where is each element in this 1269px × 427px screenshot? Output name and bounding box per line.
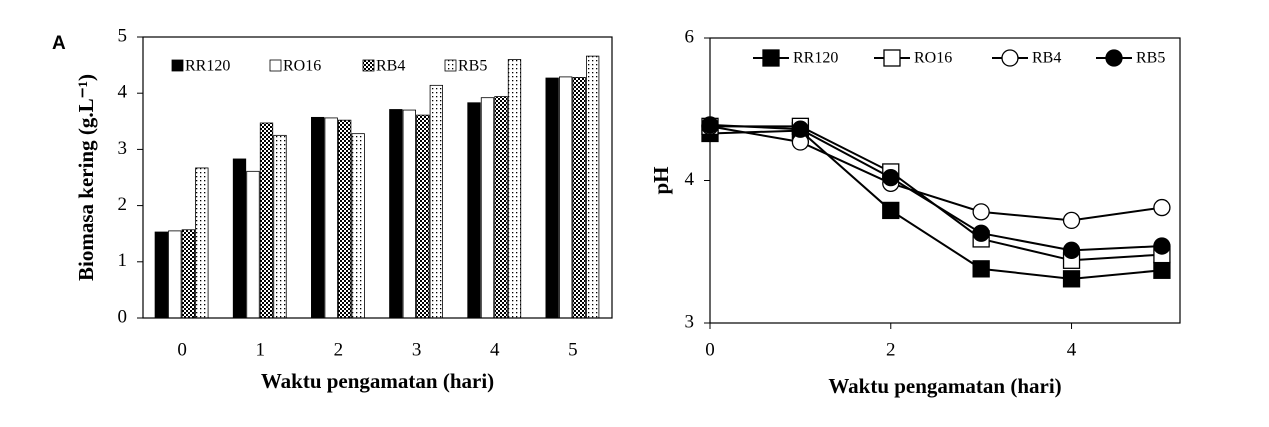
legend-label: RO16: [914, 50, 952, 67]
bar: [494, 96, 508, 319]
y-tick-label: 4: [118, 82, 128, 103]
bar: [195, 167, 209, 319]
y-axis-label: pH: [649, 166, 673, 194]
bar: [480, 97, 495, 319]
marker: [972, 260, 990, 278]
y-tick-label: 2: [118, 194, 128, 215]
legend-marker: [762, 49, 780, 67]
legend-label: RR120: [185, 58, 230, 75]
bar: [154, 231, 168, 319]
marker: [882, 168, 900, 187]
bar: [545, 77, 559, 319]
series-line: [709, 123, 1162, 252]
y-tick-label: 0: [118, 306, 128, 327]
x-tick-label: 4: [490, 339, 500, 360]
bar: [273, 134, 287, 319]
marker: [1062, 241, 1081, 259]
x-axis-label: Waktu pengamatan (hari): [828, 374, 1061, 398]
x-tick-label: 2: [334, 339, 344, 360]
x-tick-label: 1: [256, 339, 266, 360]
marker: [1062, 211, 1081, 230]
legend-swatch: [444, 59, 457, 72]
legend-swatch: [269, 59, 282, 72]
bar: [311, 116, 325, 319]
bar: [351, 133, 365, 319]
marker: [882, 201, 900, 220]
bar: [559, 76, 573, 319]
legend-label: RR120: [793, 50, 838, 67]
bar: [259, 122, 274, 319]
bar: [324, 117, 338, 319]
y-tick-label: 3: [685, 311, 695, 332]
x-axis-label: Waktu pengamatan (hari): [261, 369, 494, 393]
legend-marker: [1105, 49, 1123, 67]
x-tick-label: 0: [705, 339, 715, 360]
series-line: [709, 125, 1163, 222]
marker: [972, 203, 990, 221]
bar: [389, 109, 403, 319]
marker: [1153, 198, 1171, 217]
legend-label: RB4: [376, 58, 405, 75]
bar: [586, 55, 600, 319]
legend-swatch: [362, 59, 375, 72]
legend-marker: [1001, 49, 1019, 67]
marker: [1153, 237, 1171, 255]
bar: [467, 102, 481, 319]
bar: [181, 229, 195, 319]
bar: [429, 84, 443, 319]
x-tick-label: 4: [1067, 339, 1077, 360]
x-tick-label: 3: [412, 339, 422, 360]
legend-label: RO16: [283, 58, 321, 75]
y-tick-label: 1: [118, 250, 128, 271]
bar: [572, 77, 586, 319]
legend-marker: [883, 49, 901, 67]
legend-swatch: [171, 59, 184, 72]
y-axis-label: Biomasa kering (g.L⁻¹): [74, 74, 98, 281]
marker: [1153, 261, 1171, 279]
marker: [1062, 270, 1081, 288]
y-tick-label: 5: [118, 25, 128, 46]
legend-label: RB5: [458, 58, 487, 75]
plot-frame: [142, 36, 613, 319]
plot-frame: [709, 37, 1181, 324]
y-tick-label: 6: [685, 26, 695, 47]
bar: [246, 170, 260, 319]
bar: [338, 119, 352, 319]
bar: [232, 158, 247, 319]
x-tick-label: 5: [568, 339, 578, 360]
y-tick-label: 3: [118, 138, 128, 159]
x-tick-label: 0: [177, 339, 187, 360]
marker: [791, 120, 810, 138]
bar: [402, 109, 416, 319]
legend-label: RB4: [1032, 50, 1061, 67]
panel-label: A: [52, 33, 66, 54]
marker: [972, 224, 990, 242]
legend-label: RB5: [1136, 50, 1165, 67]
bar: [168, 230, 182, 319]
x-tick-label: 2: [886, 339, 896, 360]
bar: [416, 114, 430, 319]
series-line: [709, 129, 1163, 280]
y-tick-label: 4: [685, 169, 695, 190]
bar: [507, 59, 522, 319]
